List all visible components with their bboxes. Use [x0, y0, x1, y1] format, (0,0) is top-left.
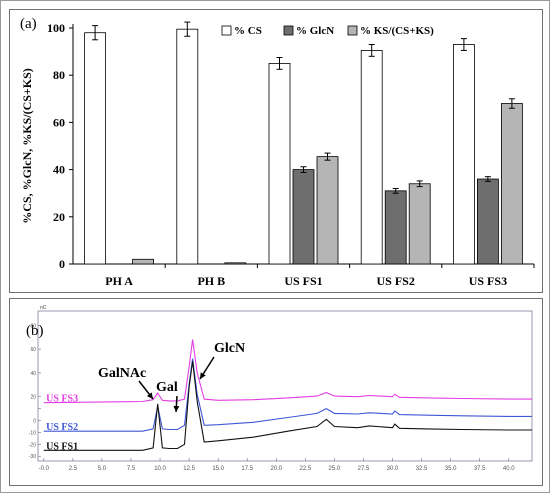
x-tick-label: 17.5	[241, 466, 253, 472]
peak-label: Gal	[156, 380, 178, 395]
bar	[500, 103, 523, 265]
x-tick-label: 15.0	[212, 466, 224, 472]
plot-area	[37, 310, 533, 462]
peak-arrow-head	[173, 405, 180, 412]
bar-chart: (a) 0 20 40 60 80 100 %CS, %GlcN, %KS/(CS+KS) PH…	[20, 16, 535, 288]
bar	[292, 169, 315, 265]
panel-a: (a) 0 20 40 60 80 100 %CS, %GlcN, %KS/(CS+KS) PH…	[9, 9, 543, 293]
chromatogram-chart: (b) nC -30 -20 -10 0 20 40 60 80 -0.0 2.5 5.0 7.5 10.0…	[26, 305, 533, 472]
x-tick-label: 10.0	[154, 466, 166, 472]
bar	[224, 262, 247, 265]
panel-b: (b) nC -30 -20 -10 0 20 40 60 80 -0.0 2.5 5.0 7.5 10.0…	[9, 298, 543, 486]
x-tick-label: US FS1	[284, 274, 322, 288]
x-tick-label: 40.0	[503, 466, 515, 472]
bar	[360, 50, 383, 265]
y-tick-label: 60	[30, 347, 36, 353]
peak-label: GlcN	[214, 341, 245, 356]
legend-label: % CS	[234, 25, 262, 37]
series-line	[43, 360, 532, 451]
x-tick-label: 22.5	[299, 466, 311, 472]
x-tick-label: PH B	[197, 274, 225, 288]
y-tick-label: 40	[53, 163, 65, 177]
bar	[408, 183, 431, 265]
legend-label: % KS/(CS+KS)	[360, 25, 434, 37]
bar	[176, 28, 199, 265]
bar	[316, 156, 339, 265]
x-tick-label: -0.0	[39, 466, 50, 472]
x-tick-label: 27.5	[358, 466, 370, 472]
y-tick-label: -10	[29, 430, 36, 436]
bar	[384, 190, 407, 265]
y-tick-label: 80	[30, 323, 36, 329]
y-tick-label: 80	[53, 68, 65, 82]
peak-label: GalNAc	[98, 366, 146, 381]
legend-swatch	[347, 25, 358, 36]
x-tick-label: 32.5	[416, 466, 428, 472]
x-tick-label: 25.0	[329, 466, 341, 472]
bar	[476, 178, 499, 265]
legend-swatch	[221, 25, 232, 36]
legend-swatch	[283, 25, 294, 36]
x-tick-label: 35.0	[445, 466, 457, 472]
panel-label: (a)	[20, 16, 37, 32]
y-axis-label: %CS, %GlcN, %KS/(CS+KS)	[20, 68, 34, 224]
bar	[452, 44, 475, 265]
x-tick-label: 2.5	[69, 466, 78, 472]
y-tick-label: 20	[53, 210, 65, 224]
peak-arrow-head	[146, 392, 153, 399]
x-tick-label: 20.0	[270, 466, 282, 472]
y-tick-label: 40	[30, 371, 36, 377]
x-tick-label: 7.5	[127, 466, 136, 472]
peak-arrow-head	[200, 372, 206, 379]
x-tick-label: US FS3	[469, 274, 507, 288]
unit-label: nC	[40, 305, 47, 311]
y-tick-label: 20	[30, 395, 36, 401]
series-label: US FS1	[46, 441, 78, 452]
legend-label: % GlcN	[296, 25, 334, 37]
y-tick-label: 0	[59, 257, 65, 271]
bar	[132, 258, 154, 265]
bar	[268, 63, 291, 265]
x-tick-label: 30.0	[387, 466, 399, 472]
y-tick-label: 100	[47, 21, 65, 35]
series-label: US FS3	[46, 394, 78, 405]
y-tick-label: 0	[33, 419, 36, 425]
x-tick-label: PH A	[105, 274, 133, 288]
x-tick-label: US FS2	[377, 274, 415, 288]
y-tick-label: 60	[53, 115, 65, 129]
y-tick-label: -30	[29, 454, 36, 460]
series-line	[43, 339, 532, 404]
bar	[84, 32, 106, 265]
series-line	[43, 358, 532, 432]
panel-label: (b)	[26, 323, 44, 339]
x-tick-label: 37.5	[474, 466, 486, 472]
series-label: US FS2	[46, 422, 78, 433]
y-tick-label: -20	[29, 442, 36, 448]
x-tick-label: 5.0	[98, 466, 107, 472]
x-tick-label: 12.5	[183, 466, 195, 472]
